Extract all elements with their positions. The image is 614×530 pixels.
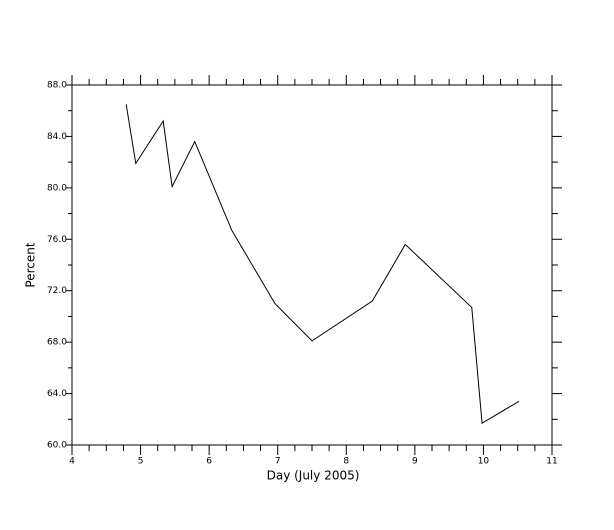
x-axis-label: Day (July 2005) bbox=[267, 469, 360, 483]
x-tick-label: 8 bbox=[343, 457, 349, 467]
y-tick-label: 80.0 bbox=[47, 183, 67, 193]
x-tick-label: 4 bbox=[69, 457, 75, 467]
y-tick-label: 72.0 bbox=[47, 286, 67, 296]
y-axis-label: Percent bbox=[24, 242, 38, 287]
x-tick-label: 10 bbox=[478, 457, 490, 467]
y-tick-label: 64.0 bbox=[47, 389, 67, 399]
x-tick-label: 7 bbox=[275, 457, 281, 467]
y-tick-label: 76.0 bbox=[47, 235, 67, 245]
y-tick-label: 60.0 bbox=[47, 441, 67, 451]
y-tick-label: 68.0 bbox=[47, 338, 67, 348]
x-tick-label: 9 bbox=[412, 457, 418, 467]
x-tick-label: 5 bbox=[138, 457, 144, 467]
y-tick-label: 88.0 bbox=[47, 81, 67, 91]
plot-frame bbox=[71, 84, 553, 446]
x-tick-label: 6 bbox=[206, 457, 212, 467]
x-tick-label: 11 bbox=[546, 457, 557, 467]
y-tick-label: 84.0 bbox=[47, 132, 67, 142]
data-line bbox=[125, 104, 520, 424]
